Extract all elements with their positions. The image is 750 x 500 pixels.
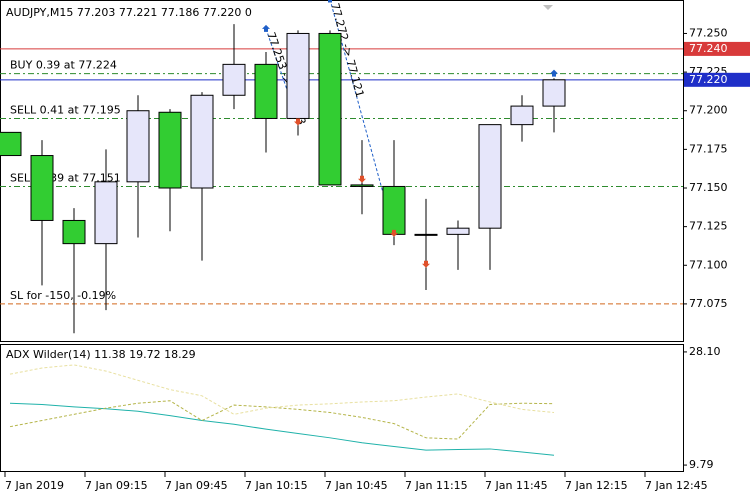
trade-arrow: [294, 118, 302, 126]
price-label: 77.220: [689, 73, 728, 86]
indicator-line: [9, 402, 555, 456]
x-tick-label: 7 Jan 11:45: [485, 479, 548, 492]
candle-body: [542, 79, 566, 107]
x-tick-label: 7 Jan 10:15: [245, 479, 308, 492]
chart-title: AUDJPY,M15 77.203 77.221 77.186 77.220 0: [6, 6, 252, 19]
candle-body: [350, 184, 374, 187]
trade-arrow: [390, 229, 398, 237]
x-tick-label: 7 Jan 12:45: [645, 479, 708, 492]
y-tick-label: 77.075: [689, 297, 728, 310]
indicator-line: [9, 364, 555, 415]
candle-body: [94, 181, 118, 245]
candle-body: [318, 32, 342, 186]
x-tick-label: 7 Jan 2019: [5, 479, 64, 492]
x-tick-label: 7 Jan 12:15: [565, 479, 628, 492]
order-label: SELL 0.41 at 77.195: [10, 103, 121, 116]
candle-body: [158, 111, 182, 189]
candle-body: [286, 32, 310, 119]
price-label-box: [684, 41, 750, 56]
indicator-y-tick-label: 9.79: [689, 458, 714, 471]
price-label-box: [684, 72, 750, 87]
candle-body: [254, 63, 278, 119]
candle-body: [510, 105, 534, 126]
candle-body: [478, 124, 502, 229]
trade-arrow: [422, 260, 430, 268]
candle-body: [382, 185, 406, 235]
y-tick-label: 77.175: [689, 142, 728, 155]
x-tick-label: 7 Jan 09:15: [85, 479, 148, 492]
indicator-frame: [0, 344, 684, 472]
y-tick-label: 77.200: [689, 104, 728, 117]
candle-body: [414, 233, 438, 236]
order-label: SL for -150, -0.19%: [10, 289, 116, 302]
x-tick-label: 7 Jan 09:45: [165, 479, 228, 492]
candle-body: [446, 227, 470, 235]
candle-body: [62, 219, 86, 245]
y-tick-label: 77.125: [689, 220, 728, 233]
x-tick-label: 7 Jan 10:45: [325, 479, 388, 492]
y-tick-label: 77.100: [689, 258, 728, 271]
trade-arrow: [262, 24, 270, 32]
candle-body: [30, 155, 54, 221]
candle-body: [126, 110, 150, 183]
y-tick-label: 77.150: [689, 181, 728, 194]
trade-arrow: [550, 69, 558, 77]
candle-body: [0, 131, 22, 157]
candle-body: [190, 94, 214, 189]
shift-marker: [543, 5, 553, 10]
order-label: BUY 0.39 at 77.224: [10, 59, 117, 72]
indicator-line: [9, 400, 555, 440]
trade-arrow: [328, 0, 332, 3]
candle-body: [222, 63, 246, 96]
price-frame: [0, 0, 684, 342]
x-tick-label: 7 Jan 11:15: [405, 479, 468, 492]
y-tick-label: 77.250: [689, 26, 728, 39]
indicator-y-tick-label: 28.10: [689, 345, 721, 358]
indicator-title: ADX Wilder(14) 11.38 19.72 18.29: [6, 348, 196, 361]
trade-arrow: [358, 175, 366, 183]
price-label: 77.240: [689, 42, 728, 55]
